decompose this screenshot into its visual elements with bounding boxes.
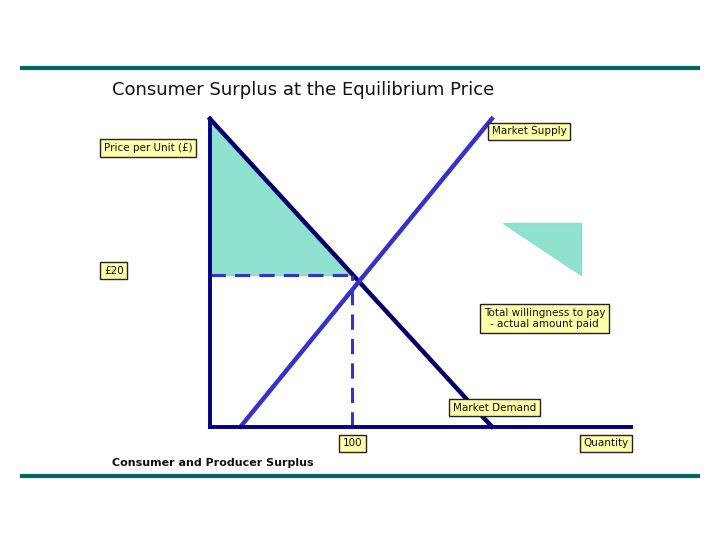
Text: Price per Unit (£): Price per Unit (£) — [104, 143, 192, 153]
Text: 100: 100 — [343, 438, 362, 448]
Text: Consumer and Producer Surplus: Consumer and Producer Surplus — [112, 458, 314, 468]
Text: Quantity: Quantity — [583, 438, 629, 448]
Polygon shape — [210, 119, 352, 275]
Text: Market Demand: Market Demand — [453, 403, 536, 413]
Text: £20: £20 — [104, 266, 124, 275]
Text: Consumer Surplus at the Equilibrium Price: Consumer Surplus at the Equilibrium Pric… — [112, 82, 495, 99]
Polygon shape — [503, 223, 581, 275]
Text: Market Supply: Market Supply — [492, 126, 567, 136]
Text: Total willingness to pay
- actual amount paid: Total willingness to pay - actual amount… — [484, 308, 606, 329]
